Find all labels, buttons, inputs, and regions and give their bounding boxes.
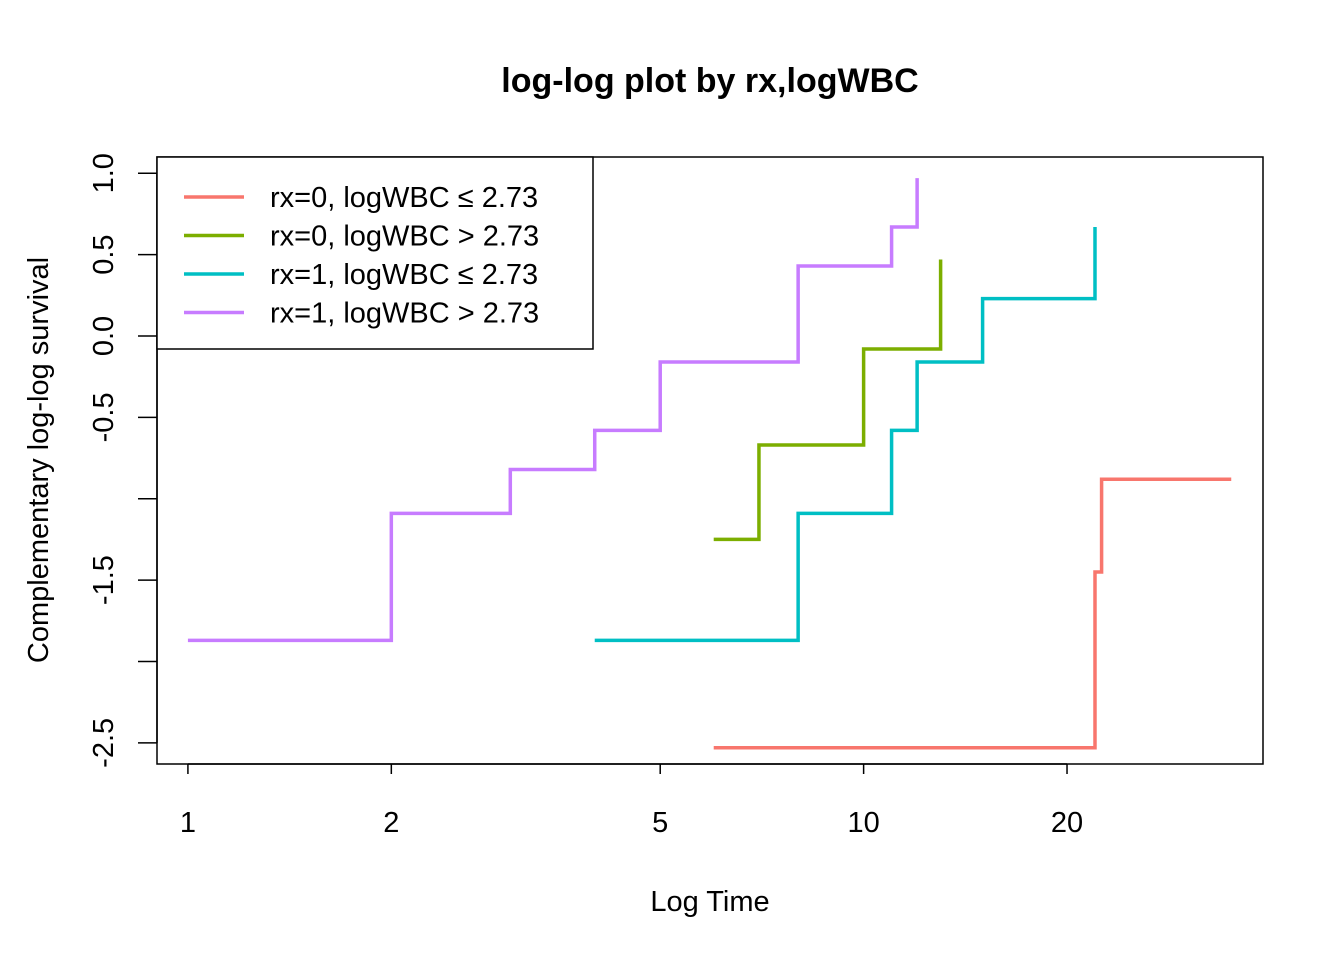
y-tick-label: -0.5 — [88, 392, 120, 442]
y-tick-label: -1.5 — [88, 555, 120, 605]
y-tick-label: 1.0 — [88, 153, 120, 193]
x-axis: 1 2 5 10 20 — [180, 763, 1083, 839]
x-tick-label: 5 — [652, 807, 668, 839]
x-tick-label: 10 — [847, 807, 879, 839]
legend-label-3: rx=1, logWBC ≤ 2.73 — [270, 259, 538, 291]
x-tick-label: 1 — [180, 807, 196, 839]
series-line-4 — [187, 178, 919, 643]
y-axis: 1.0 0.5 0.0 -0.5 -1.5 -2.5 — [88, 153, 158, 768]
legend-box — [156, 156, 594, 350]
series-line-2 — [713, 259, 943, 542]
series-layer — [187, 178, 1232, 750]
legend: rx=0, logWBC ≤ 2.73 rx=0, logWBC > 2.73 rx… — [156, 156, 594, 350]
x-axis-label: Log Time — [650, 886, 769, 918]
series-line-3 — [594, 226, 1097, 643]
y-tick-label: -2.5 — [88, 718, 120, 768]
chart-title: log-log plot by rx,logWBC — [501, 62, 918, 100]
legend-label-2: rx=0, logWBC > 2.73 — [270, 221, 539, 253]
y-axis-label: Complementary log-log survival — [23, 257, 55, 663]
x-tick-label: 20 — [1051, 807, 1083, 839]
legend-label-1: rx=0, logWBC ≤ 2.73 — [270, 182, 538, 214]
y-tick-label: 0.0 — [88, 316, 120, 356]
series-line-1 — [713, 477, 1232, 750]
legend-label-4: rx=1, logWBC > 2.73 — [270, 298, 539, 330]
y-tick-label: 0.5 — [88, 234, 120, 274]
x-tick-label: 2 — [383, 807, 399, 839]
